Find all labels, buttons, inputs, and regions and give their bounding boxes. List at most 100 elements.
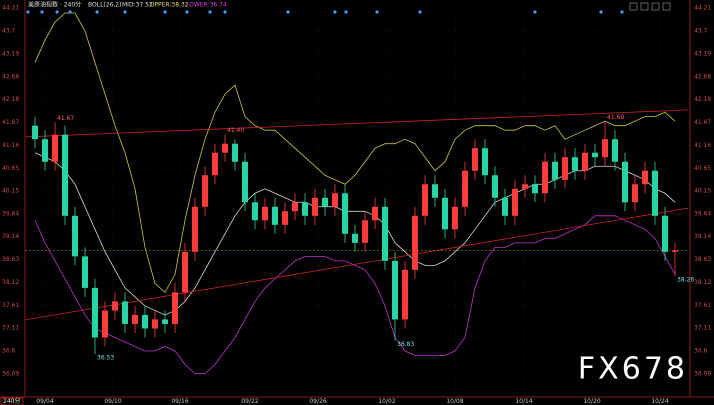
event-dot — [620, 10, 624, 14]
candle-body — [32, 125, 38, 140]
x-tick-label: 10/02 — [378, 398, 395, 405]
icon[interactable] — [629, 2, 638, 11]
icon[interactable] — [640, 2, 649, 11]
trendline — [24, 207, 689, 321]
y-tick-label: 43.19 — [2, 51, 19, 58]
event-dot — [344, 10, 348, 14]
bollinger-band — [34, 152, 676, 316]
candle-body — [92, 287, 98, 338]
y-tick-label-right: 43.7 — [694, 28, 708, 35]
candle-body — [522, 184, 528, 189]
candle-body — [392, 260, 398, 320]
candle-body — [232, 143, 238, 162]
y-tick-label: 44.21 — [2, 5, 19, 12]
candle-body — [262, 206, 268, 221]
y-tick-label-right: 39.14 — [694, 233, 711, 240]
event-dot — [223, 10, 227, 14]
y-tick-label-right: 41.67 — [694, 119, 711, 126]
candle-body — [122, 301, 128, 324]
event-dot — [418, 10, 422, 14]
candle-body — [542, 161, 548, 194]
candle-body — [482, 148, 488, 176]
event-dot — [95, 10, 99, 14]
extreme-label: 36.53 — [97, 355, 114, 362]
boll-lower: LOWER:36.74 — [186, 2, 227, 9]
event-dot — [55, 10, 59, 14]
candle-body — [322, 197, 328, 207]
y-tick-label: 43.7 — [2, 28, 16, 35]
candle-body — [362, 220, 368, 243]
candle-body — [82, 256, 88, 288]
candle-body — [302, 202, 308, 216]
y-tick-label: 40.65 — [2, 165, 19, 172]
x-tick-label: 10/08 — [446, 398, 463, 405]
candle-body — [622, 161, 628, 203]
plot: 41.67 36.53 41.40 36.83 41.69 38.26 — [24, 12, 694, 374]
candle-body — [662, 215, 668, 252]
candle-body — [512, 188, 518, 216]
extreme-label: 41.67 — [57, 115, 74, 122]
candle-body — [212, 152, 218, 176]
boll-mid: MID:37.52 — [122, 2, 153, 9]
x-tick-label: 10/24 — [651, 398, 668, 405]
candle-body — [562, 157, 568, 180]
candle-body — [292, 202, 298, 212]
y-tick-label-right: 40.65 — [694, 165, 711, 172]
extreme-label: 36.83 — [397, 341, 414, 348]
candle-body — [72, 215, 78, 257]
y-tick-label-right: 36.6 — [694, 347, 708, 354]
candle-body — [592, 152, 598, 158]
y-tick-label: 42.68 — [2, 74, 19, 81]
candle-body — [62, 134, 68, 216]
candle-body — [422, 184, 428, 216]
candle-body — [642, 170, 648, 185]
period-box[interactable] — [0, 397, 24, 405]
y-tick-label: 37.61 — [2, 302, 19, 309]
candle-body — [182, 251, 188, 293]
instrument: 美原油指数 · 240分 — [28, 1, 81, 9]
candle-body — [602, 139, 608, 158]
candle-body — [152, 319, 158, 329]
period-label[interactable]: 240分 — [3, 397, 20, 405]
event-dot — [163, 10, 167, 14]
y-tick-label-right: 41.16 — [694, 142, 711, 149]
candle-body — [372, 206, 378, 221]
candle-body — [202, 175, 208, 207]
candle-body — [502, 197, 508, 216]
icon[interactable] — [662, 2, 671, 11]
event-dot — [208, 10, 212, 14]
event-dot — [40, 10, 44, 14]
grid — [25, 4, 690, 397]
candle-body — [382, 206, 388, 261]
y-tick-label-right: 42.68 — [694, 74, 711, 81]
candle-body — [252, 202, 258, 221]
y-tick-label: 41.67 — [2, 119, 19, 126]
candle-body — [192, 206, 198, 252]
candle-body — [462, 170, 468, 207]
extreme-label: 41.40 — [227, 127, 244, 134]
candle-body — [492, 175, 498, 198]
event-dot — [286, 10, 290, 14]
y-tick-label-right: 36.09 — [694, 370, 711, 377]
event-dots — [26, 10, 624, 14]
candle-body — [312, 197, 318, 216]
y-tick-label-right: 37.61 — [694, 302, 711, 309]
candle-body — [582, 152, 588, 171]
icon[interactable] — [651, 2, 660, 11]
candle-body — [332, 193, 338, 207]
candle-body — [442, 197, 448, 230]
y-tick-label: 39.14 — [2, 233, 19, 240]
candle-body — [412, 215, 418, 270]
candle-body — [142, 314, 148, 329]
indicator: BOLL(26,2) — [88, 2, 121, 9]
y-tick-label: 36.09 — [2, 370, 19, 377]
y-tick-label: 39.64 — [2, 210, 19, 217]
candle-body — [632, 184, 638, 203]
candle-body — [52, 134, 58, 162]
event-dot — [333, 10, 337, 14]
candle-body — [612, 139, 618, 162]
y-tick-label-right: 38.12 — [694, 279, 711, 286]
y-tick-label: 38.12 — [2, 279, 19, 286]
event-dot — [375, 10, 379, 14]
